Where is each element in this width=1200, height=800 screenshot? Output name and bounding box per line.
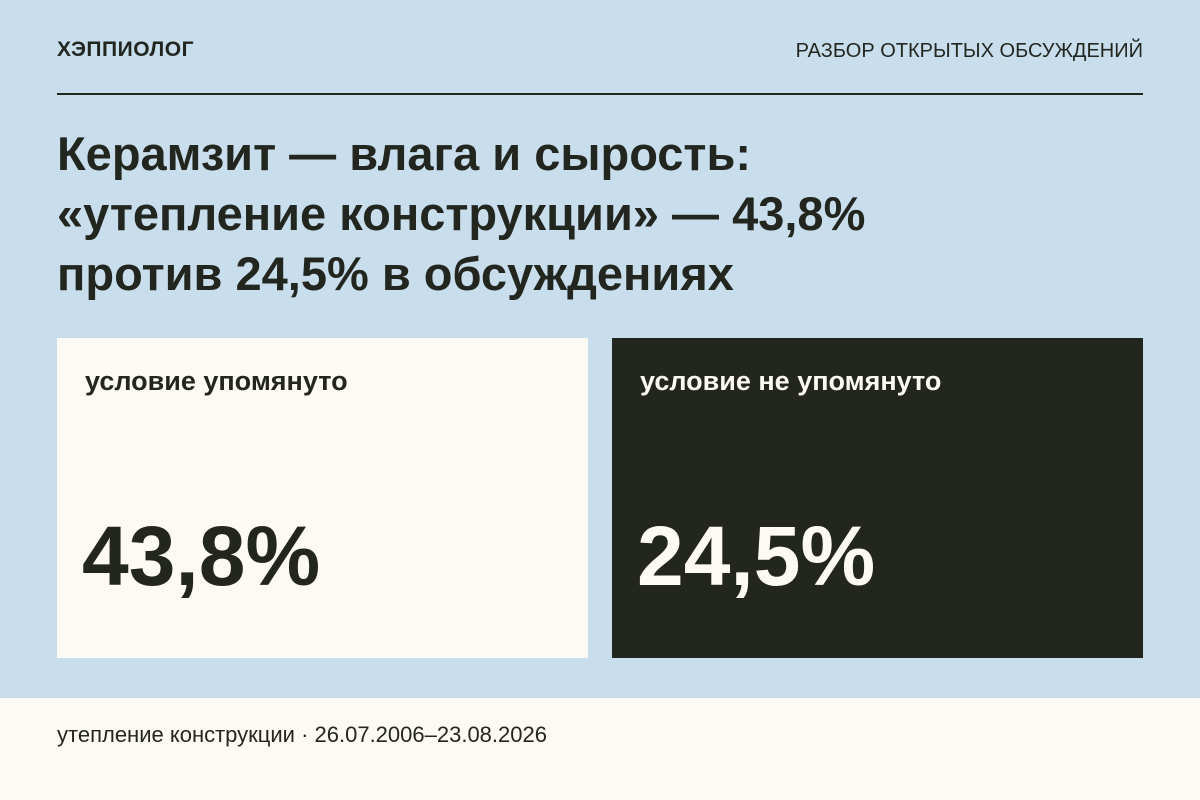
title: Керамзит — влага и сырость: «утепление к…	[57, 124, 865, 304]
title-line: Керамзит — влага и сырость:	[57, 127, 751, 180]
card-label: условие упомянуто	[85, 366, 348, 396]
card-value: 43,8%	[82, 509, 321, 603]
footer-text: утепление конструкции · 26.07.2006–23.08…	[57, 722, 547, 747]
divider	[57, 93, 1143, 95]
card: условие упомянуто 43,8%	[57, 338, 588, 658]
card-label: условие не упомянуто	[640, 366, 942, 396]
title-line: «утепление конструкции» — 43,8%	[57, 187, 866, 240]
footer: утепление конструкции · 26.07.2006–23.08…	[0, 698, 1200, 800]
card: условие не упомянуто 24,5%	[612, 338, 1143, 658]
title-line: против 24,5% в обсуждениях	[57, 247, 734, 300]
section-label: РАЗБОР ОТКРЫТЫХ ОБСУЖДЕНИЙ	[795, 40, 1143, 62]
brand: ХЭППИОЛОГ	[57, 38, 194, 61]
card-value: 24,5%	[637, 509, 876, 603]
